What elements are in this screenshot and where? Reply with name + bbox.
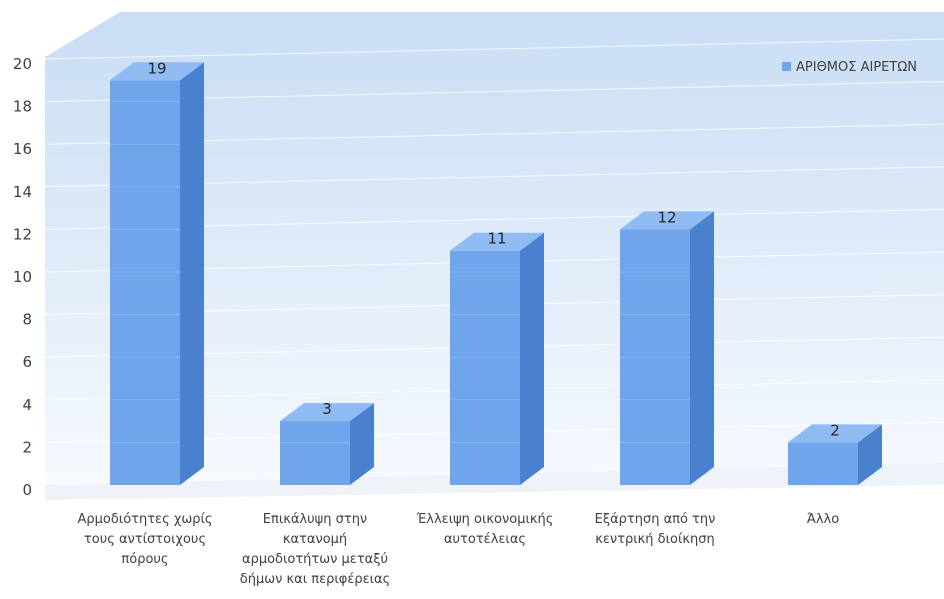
bar-side — [350, 403, 374, 485]
y-tick-label: 16 — [13, 140, 32, 158]
data-label: 11 — [487, 230, 506, 248]
bar-side — [180, 62, 204, 486]
y-tick-label: 18 — [13, 98, 32, 116]
bar — [110, 62, 204, 486]
x-tick-label: Έλλειψη οικονομικής αυτοτέλειας — [416, 512, 554, 547]
bar-side — [858, 424, 882, 485]
bar-front — [280, 421, 350, 485]
y-tick-label: 0 — [22, 481, 32, 499]
bar-top — [450, 232, 544, 251]
bar-front — [450, 250, 520, 485]
x-tick-label: Αρμοδιότητες χωρίς τους αντίστοιχους πόρου… — [77, 512, 212, 567]
bar-front — [110, 80, 180, 486]
y-tick-label: 14 — [13, 183, 32, 201]
y-axis: 0 2 4 6 8 10 12 14 16 18 20 — [13, 55, 32, 499]
data-label: 19 — [147, 59, 166, 77]
bar-series — [110, 62, 882, 486]
bar-top — [788, 424, 882, 443]
y-tick-label: 12 — [13, 225, 32, 243]
x-axis: Αρμοδιότητες χωρίς τους αντίστοιχους πόρου… — [77, 512, 839, 587]
bar — [450, 232, 544, 485]
legend-swatch — [782, 62, 791, 71]
y-tick-label: 6 — [22, 353, 32, 371]
gridline — [44, 38, 944, 60]
y-tick-label: 10 — [13, 268, 32, 286]
bar-side — [520, 232, 544, 485]
bar — [620, 211, 714, 485]
bar-top — [110, 62, 204, 81]
y-tick-label: 4 — [22, 396, 32, 414]
y-tick-label: 20 — [13, 55, 32, 73]
bar-front — [788, 442, 858, 485]
bar-top — [280, 403, 374, 422]
y-tick-label: 8 — [22, 311, 32, 329]
x-tick-label: Εξάρτηση από την κεντρική διοίκηση — [595, 512, 716, 547]
bar-side — [690, 211, 714, 485]
legend-label: ΑΡΙΘΜΟΣ ΑΙΡΕΤΩΝ — [796, 60, 917, 75]
data-label: 12 — [657, 208, 676, 226]
bar — [788, 424, 882, 485]
bar-top — [620, 211, 714, 230]
data-label: 3 — [322, 400, 332, 418]
x-tick-label: Επικάλυψη στην κατανομή αρμοδιοτήτων μεταξ… — [240, 512, 391, 587]
data-label: 2 — [830, 421, 840, 439]
legend: ΑΡΙΘΜΟΣ ΑΙΡΕΤΩΝ — [782, 60, 917, 75]
data-labels: 19 3 11 12 2 — [147, 59, 839, 439]
y-tick-label: 2 — [22, 438, 32, 456]
x-tick-label: Άλλο — [807, 512, 839, 527]
bar — [280, 403, 374, 485]
